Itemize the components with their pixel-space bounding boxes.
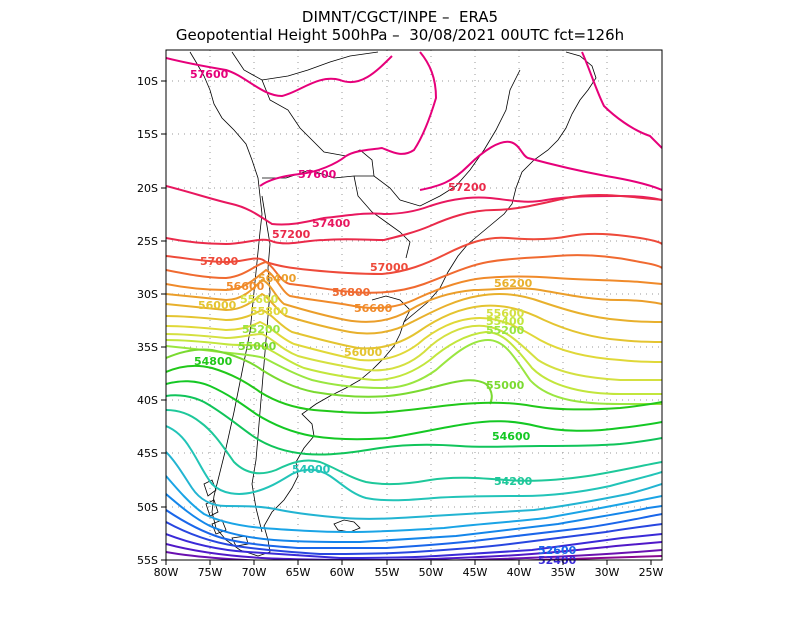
brazil-inner-border: [399, 69, 521, 207]
contour-label: 56200: [494, 277, 533, 290]
contour-57600-east: [419, 140, 662, 191]
contour-label: 55600: [240, 293, 279, 306]
lat-tick-label: 15S: [137, 128, 158, 141]
lat-tick-label: 10S: [137, 75, 158, 88]
contour-53400: [166, 493, 662, 544]
contour-56200: [166, 292, 662, 335]
contour-57600-north: [166, 51, 662, 187]
lon-tick-label: 50W: [419, 566, 444, 579]
contour-label: 55000: [486, 379, 525, 392]
contour-label: 57000: [200, 255, 239, 268]
contour-label: 57600: [190, 68, 229, 81]
contour-55200: [166, 338, 662, 405]
map-frame: [165, 49, 663, 561]
falklands: [333, 519, 361, 533]
lon-tick-label: 45W: [463, 566, 488, 579]
lat-tick-label: 55S: [137, 554, 158, 567]
contour-label: 55400: [486, 315, 525, 328]
contour-label: 57200: [448, 181, 487, 194]
contour-53800: [166, 451, 662, 520]
contour-label-layer: 57600 57600 57400 57200 57200 57000 5700…: [190, 68, 577, 567]
contour-label: 56800: [332, 286, 371, 299]
contour-label: 56000: [344, 346, 383, 359]
contour-label: 57600: [298, 168, 337, 181]
contour-label: 55600: [486, 307, 525, 320]
contour-56000: [166, 304, 662, 350]
contour-53000: [166, 521, 662, 556]
contour-label: 56600: [226, 280, 265, 293]
contour-label: 54800: [194, 355, 233, 368]
chilean-archipelago: [203, 479, 249, 547]
lon-tick-label: 25W: [639, 566, 664, 579]
lat-tick-label: 45S: [137, 447, 158, 460]
contour-53600: [166, 475, 662, 534]
contour-label: 54200: [494, 475, 533, 488]
contour-label: 57400: [312, 217, 351, 230]
lon-tick-label: 30W: [595, 566, 620, 579]
contour-label: 54600: [492, 430, 531, 443]
contour-label: 56000: [198, 299, 237, 312]
contour-label: 57200: [272, 228, 311, 241]
amazon-border: [231, 51, 379, 81]
lat-tick-label: 50S: [137, 501, 158, 514]
contour-label: 55800: [250, 305, 289, 318]
contour-label: 57000: [370, 261, 409, 274]
contour-lines: [166, 51, 662, 560]
contour-56600: [166, 268, 662, 309]
lat-tick-labels: 10S 15S 20S 25S 30S 35S 40S 45S 50S 55S: [137, 75, 158, 567]
lon-tick-label: 40W: [507, 566, 532, 579]
contour-54800: [166, 364, 662, 414]
argentina-chile-border: [251, 195, 271, 533]
contour-53200: [166, 509, 662, 550]
lon-tick-label: 70W: [242, 566, 267, 579]
contour-label: 54000: [292, 463, 331, 476]
contour-52200: [509, 555, 662, 560]
lat-tick-label: 30S: [137, 288, 158, 301]
chart-title: DIMNT/CGCT/INPE – ERA5 Geopotential Heig…: [0, 8, 800, 44]
contour-55400: [166, 330, 662, 395]
lat-tick-label: 40S: [137, 394, 158, 407]
lon-tick-labels: 80W 75W 70W 65W 60W 55W 50W 45W 40W 35W …: [154, 566, 664, 579]
contour-label: 52600: [538, 544, 577, 557]
contour-55800: [166, 316, 662, 363]
lat-lon-grid: [166, 50, 662, 560]
contour-label: 56600: [354, 302, 393, 315]
lon-tick-label: 55W: [375, 566, 400, 579]
paraguay-border: [353, 175, 411, 259]
lat-tick-label: 35S: [137, 341, 158, 354]
title-line-1: DIMNT/CGCT/INPE – ERA5: [301, 8, 499, 26]
contour-54600: [166, 380, 662, 441]
lat-tick-label: 20S: [137, 182, 158, 195]
contour-57200: [166, 193, 662, 246]
contour-57000: [166, 232, 662, 276]
contour-label: 55200: [486, 324, 525, 337]
contour-54400: [166, 394, 662, 456]
contour-56400: [166, 278, 662, 323]
contour-55600: [166, 324, 662, 382]
contour-label: 55000: [238, 340, 277, 353]
tick-marks: [161, 80, 652, 565]
contour-label: 56400: [258, 272, 297, 285]
lat-tick-label: 25S: [137, 235, 158, 248]
lon-tick-label: 60W: [330, 566, 355, 579]
contour-54200: [166, 409, 662, 486]
uruguay-border: [371, 295, 411, 323]
contour-52400: [166, 549, 662, 560]
contour-56800: [166, 254, 662, 294]
coastlines-and-borders: [189, 51, 597, 557]
lon-tick-label: 80W: [154, 566, 179, 579]
lon-tick-label: 35W: [551, 566, 576, 579]
contour-57400: [166, 185, 662, 226]
peru-bolivia-border: [261, 79, 375, 177]
contour-52800: [166, 533, 662, 560]
contour-55000: [166, 348, 493, 405]
lon-tick-label: 65W: [286, 566, 311, 579]
contour-label: 55200: [242, 323, 281, 336]
bolivia-south-border: [262, 169, 401, 201]
lon-tick-label: 75W: [198, 566, 223, 579]
contour-54000: [166, 425, 662, 502]
title-line-2: Geopotential Height 500hPa – 30/08/2021 …: [175, 26, 625, 44]
